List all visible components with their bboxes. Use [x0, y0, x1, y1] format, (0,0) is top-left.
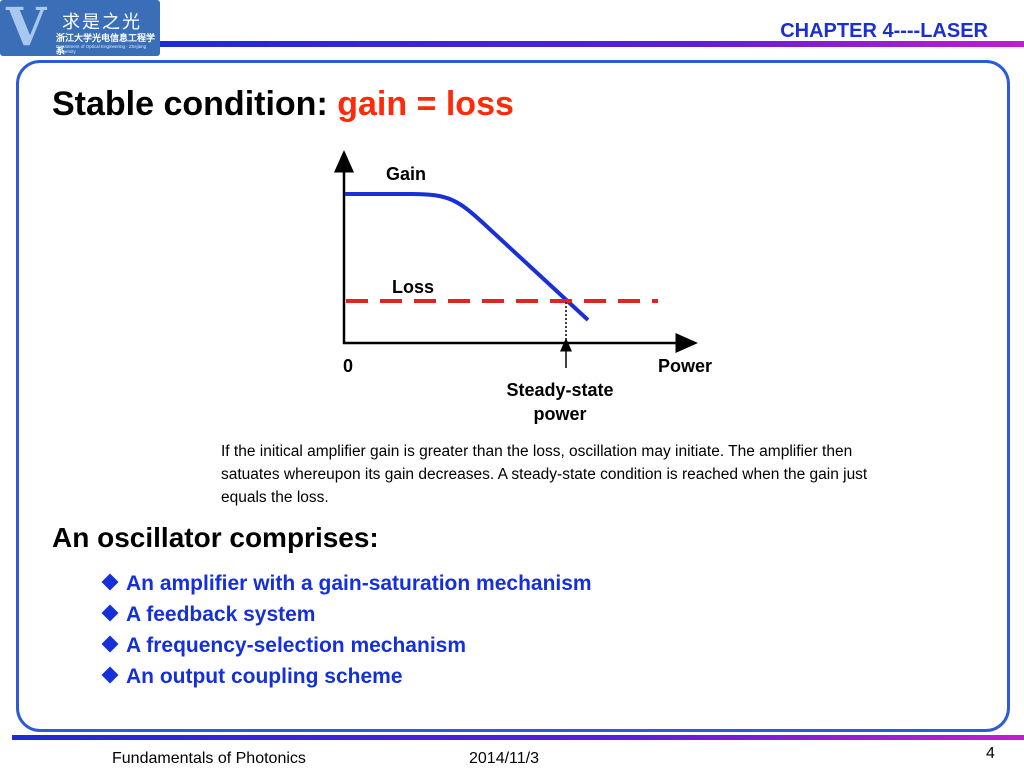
origin-label: 0 [343, 356, 353, 376]
diamond-bullet-icon [101, 573, 119, 591]
steady-state-label-line1: Steady-state [506, 380, 613, 400]
slide-title: Stable condition: gain = loss [52, 85, 514, 124]
logo-department-en: Department of Optical Engineering · Zhej… [56, 44, 147, 54]
diamond-bullet-icon [101, 666, 119, 684]
bullet-text: An amplifier with a gain-saturation mech… [126, 572, 592, 595]
diamond-bullet-icon [101, 604, 119, 622]
logo-mark: V [6, 0, 47, 58]
bullet-item: A frequency-selection mechanism [100, 634, 466, 658]
gain-label: Gain [386, 164, 426, 184]
footer-course: Fundamentals of Photonics [112, 750, 306, 767]
bullet-item: An amplifier with a gain-saturation mech… [100, 572, 592, 596]
slide-frame [16, 60, 1010, 732]
diagram-caption: If the initical amplifier gain is greate… [221, 443, 868, 506]
bullet-text: A feedback system [126, 603, 316, 626]
header-divider [160, 41, 1024, 47]
chapter-title: CHAPTER 4----LASER [780, 20, 988, 42]
bullet-text: An output coupling scheme [126, 665, 403, 688]
steady-state-label-line2: power [533, 404, 586, 424]
oscillator-heading: An oscillator comprises: [52, 522, 379, 553]
gain-curve [345, 192, 590, 322]
power-axis-label: Power [658, 356, 712, 376]
bullet-item: A feedback system [100, 603, 315, 627]
logo-motto: 求是之光 [62, 12, 142, 33]
slide-title-prefix: Stable condition: [52, 85, 338, 123]
logo-department: 浙江大学光电信息工程学系 [56, 33, 156, 56]
diamond-bullet-icon [101, 635, 119, 653]
slide-title-highlight: gain = loss [337, 85, 514, 123]
bullet-item: An output coupling scheme [100, 665, 403, 689]
footer-date: 2014/11/3 [469, 750, 539, 767]
page-number: 4 [986, 745, 995, 762]
loss-label: Loss [392, 277, 434, 297]
footer-divider [12, 735, 1024, 740]
bullet-text: A frequency-selection mechanism [126, 634, 466, 657]
logo: V 求是之光 浙江大学光电信息工程学系 Department of Optica… [0, 0, 160, 56]
